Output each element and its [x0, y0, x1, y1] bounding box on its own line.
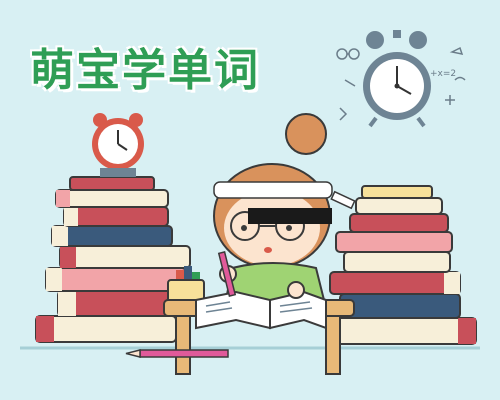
svg-text:+x=2: +x=2: [430, 69, 456, 79]
right-book-stack: [329, 185, 477, 345]
pencil-icon: [125, 349, 229, 358]
page-title: 萌宝学单词: [30, 45, 260, 96]
alarm-clock-icon: [363, 30, 431, 128]
cartoon-girl-studying: [195, 113, 356, 330]
doodles: [336, 46, 466, 121]
alarm-clock-icon: [92, 113, 144, 177]
left-book-stack: [35, 176, 191, 343]
pencil-icon: [217, 251, 237, 297]
redaction-bar: [248, 208, 332, 224]
